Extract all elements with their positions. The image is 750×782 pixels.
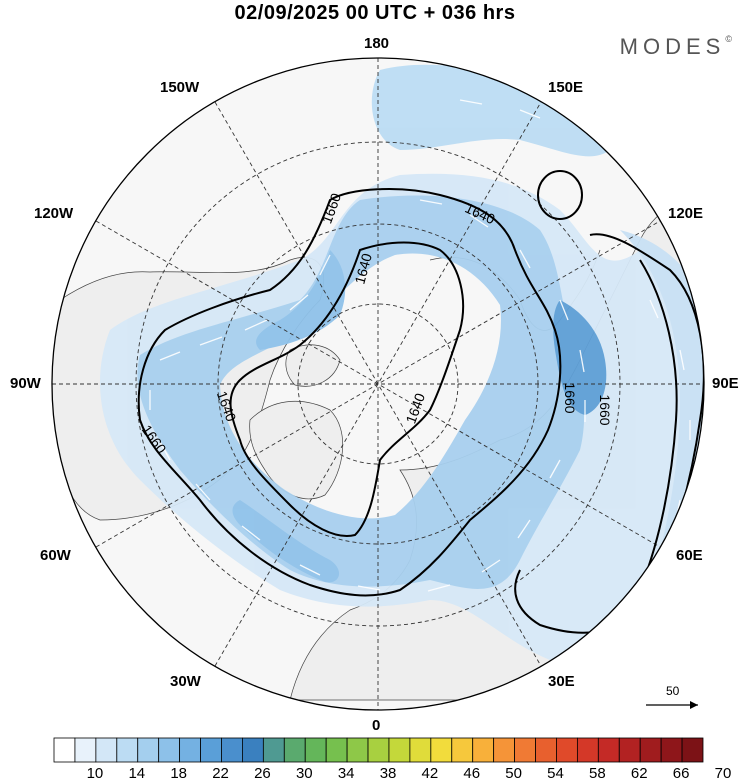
brand-logo: MODES© bbox=[619, 34, 732, 59]
colorbar-swatch bbox=[137, 737, 160, 763]
colorbar-swatch bbox=[639, 737, 662, 763]
lon-label-120e: 120E bbox=[668, 205, 704, 222]
colorbar bbox=[53, 737, 704, 763]
reference-vector-label: 50 bbox=[666, 684, 680, 698]
colorbar-swatch bbox=[53, 737, 76, 763]
colorbar-swatch bbox=[430, 737, 453, 763]
colorbar-swatch bbox=[116, 737, 139, 763]
colorbar-swatch bbox=[325, 737, 348, 763]
jet-core-siberia bbox=[553, 300, 607, 415]
contour-1640 bbox=[229, 241, 464, 537]
jet-band-north-pacific bbox=[371, 64, 610, 157]
lon-label-30e: 30E bbox=[548, 673, 575, 690]
colorbar-swatch bbox=[597, 737, 620, 763]
lon-label-150w: 150W bbox=[160, 79, 200, 96]
wind-vectors bbox=[149, 99, 691, 592]
lon-label-120w: 120W bbox=[34, 205, 74, 222]
map-border bbox=[51, 57, 705, 711]
colorbar-label: 50 bbox=[505, 765, 522, 782]
lon-label-60w: 60W bbox=[40, 547, 71, 564]
colorbar-swatch bbox=[535, 737, 557, 763]
colorbar-swatch bbox=[346, 737, 369, 763]
colorbar-swatch bbox=[179, 737, 201, 763]
colorbar-swatch bbox=[283, 737, 306, 763]
colorbar-swatch bbox=[242, 737, 264, 763]
colorbar-label: 54 bbox=[547, 765, 564, 782]
reference-vector bbox=[646, 701, 698, 709]
contour-label: 1640 bbox=[351, 251, 375, 285]
colorbar-swatch bbox=[95, 737, 118, 763]
colorbar-label: 58 bbox=[589, 765, 606, 782]
colorbar-label: 46 bbox=[463, 765, 481, 782]
colorbar-swatch bbox=[451, 737, 474, 763]
lon-label-30w: 30W bbox=[170, 673, 201, 690]
colorbar-swatch bbox=[409, 737, 432, 763]
colorbar-label: 66 bbox=[672, 765, 690, 782]
colorbar-label: 30 bbox=[295, 765, 313, 782]
colorbar-label: 10 bbox=[86, 765, 104, 782]
colorbar-swatch bbox=[367, 737, 390, 763]
colorbar-label: 18 bbox=[170, 765, 188, 782]
colorbar-label: 34 bbox=[337, 765, 355, 782]
colorbar-swatch bbox=[74, 737, 97, 763]
land-arctic-islands bbox=[285, 344, 341, 387]
colorbar-swatch bbox=[556, 737, 578, 763]
colorbar-swatch bbox=[618, 737, 641, 763]
colorbar-label: 38 bbox=[379, 765, 397, 782]
lon-label-150e: 150E bbox=[548, 79, 584, 96]
contour-label: 1660 bbox=[597, 394, 613, 425]
colorbar-swatch bbox=[660, 737, 683, 763]
graticule bbox=[52, 58, 704, 710]
colorbar-swatch bbox=[576, 737, 599, 763]
colorbar-label: 62 bbox=[630, 765, 648, 782]
contour-1680-east bbox=[639, 259, 678, 591]
wind-speed-shading bbox=[100, 64, 704, 667]
lon-label-60e: 60E bbox=[676, 547, 703, 564]
contour-label: 1660 bbox=[562, 382, 578, 413]
colorbar-swatch bbox=[262, 737, 285, 763]
contour-1660 bbox=[137, 188, 562, 597]
colorbar-label: 26 bbox=[254, 765, 271, 782]
contour-closed-low bbox=[537, 170, 583, 220]
colorbar-swatch bbox=[304, 737, 327, 763]
jet-core-pacific bbox=[256, 250, 346, 350]
colorbar-label: 70 bbox=[714, 765, 732, 782]
colorbar-swatch bbox=[200, 737, 222, 763]
colorbar-swatch bbox=[388, 737, 411, 763]
lon-label-90e: 90E bbox=[712, 375, 739, 392]
colorbar-swatch bbox=[221, 737, 243, 763]
colorbar-swatch bbox=[514, 737, 536, 763]
jet-core-atlantic bbox=[232, 500, 340, 583]
map-title: 02/09/2025 00 UTC + 036 hrs bbox=[234, 2, 516, 24]
colorbar-swatch bbox=[681, 737, 704, 763]
lon-label-0: 0 bbox=[372, 717, 381, 734]
colorbar-label: 14 bbox=[128, 765, 146, 782]
lon-label-180: 180 bbox=[364, 35, 390, 52]
colorbar-label: 42 bbox=[421, 765, 439, 782]
jet-band-mid bbox=[137, 195, 585, 589]
lon-label-90w: 90W bbox=[10, 375, 41, 392]
colorbar-swatch bbox=[472, 737, 495, 763]
colorbar-label: 22 bbox=[212, 765, 229, 782]
colorbar-swatch bbox=[493, 737, 515, 763]
colorbar-swatch bbox=[158, 737, 181, 763]
